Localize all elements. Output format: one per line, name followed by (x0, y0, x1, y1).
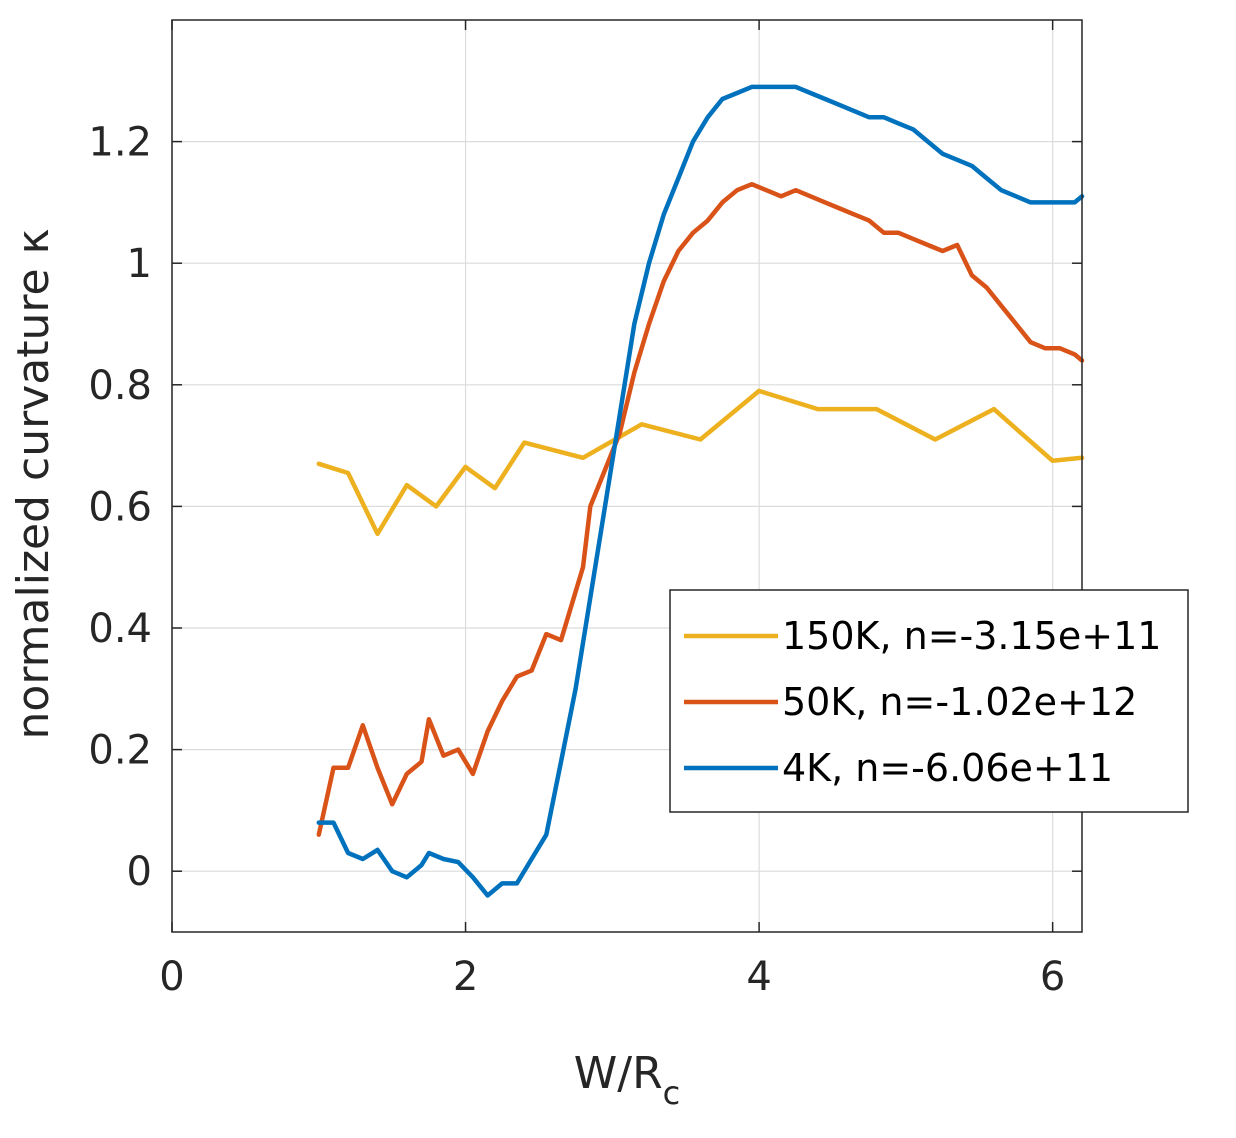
legend-label-1: 150K, n=-3.15e+11 (782, 614, 1161, 658)
x-axis-title-subscript: c (663, 1074, 681, 1112)
series-line-1 (316, 388, 1085, 537)
y-tick-label: 0.6 (88, 484, 152, 530)
y-axis-title: normalized curvature κ (8, 229, 59, 740)
tick-labels: 0 2 4 6 0 0.2 0.4 0.6 0.8 1 1.2 (88, 120, 1065, 1000)
series-layer (316, 84, 1085, 898)
series-line-2 (316, 181, 1085, 837)
axis-ticks (171, 20, 1082, 932)
x-tick-label: 4 (746, 954, 771, 1000)
x-axis-title: W/Rc (574, 1048, 681, 1112)
x-axis-title-main: W/R (574, 1048, 663, 1099)
y-tick-label: 0.2 (88, 728, 152, 774)
x-tick-label: 6 (1040, 954, 1065, 1000)
series-line-3 (316, 84, 1085, 898)
y-tick-label: 0 (127, 849, 152, 895)
legend: 150K, n=-3.15e+11 50K, n=-1.02e+12 4K, n=-… (669, 589, 1189, 813)
y-tick-label: 0.8 (88, 363, 152, 409)
y-tick-label: 1 (127, 241, 152, 287)
legend-label-2: 50K, n=-1.02e+12 (782, 680, 1137, 724)
y-tick-label: 1.2 (88, 120, 152, 166)
y-tick-label: 0.4 (88, 606, 152, 652)
legend-label-3: 4K, n=-6.06e+11 (782, 746, 1113, 790)
plot-frame (171, 19, 1083, 933)
x-tick-label: 0 (159, 954, 184, 1000)
x-tick-label: 2 (453, 954, 478, 1000)
